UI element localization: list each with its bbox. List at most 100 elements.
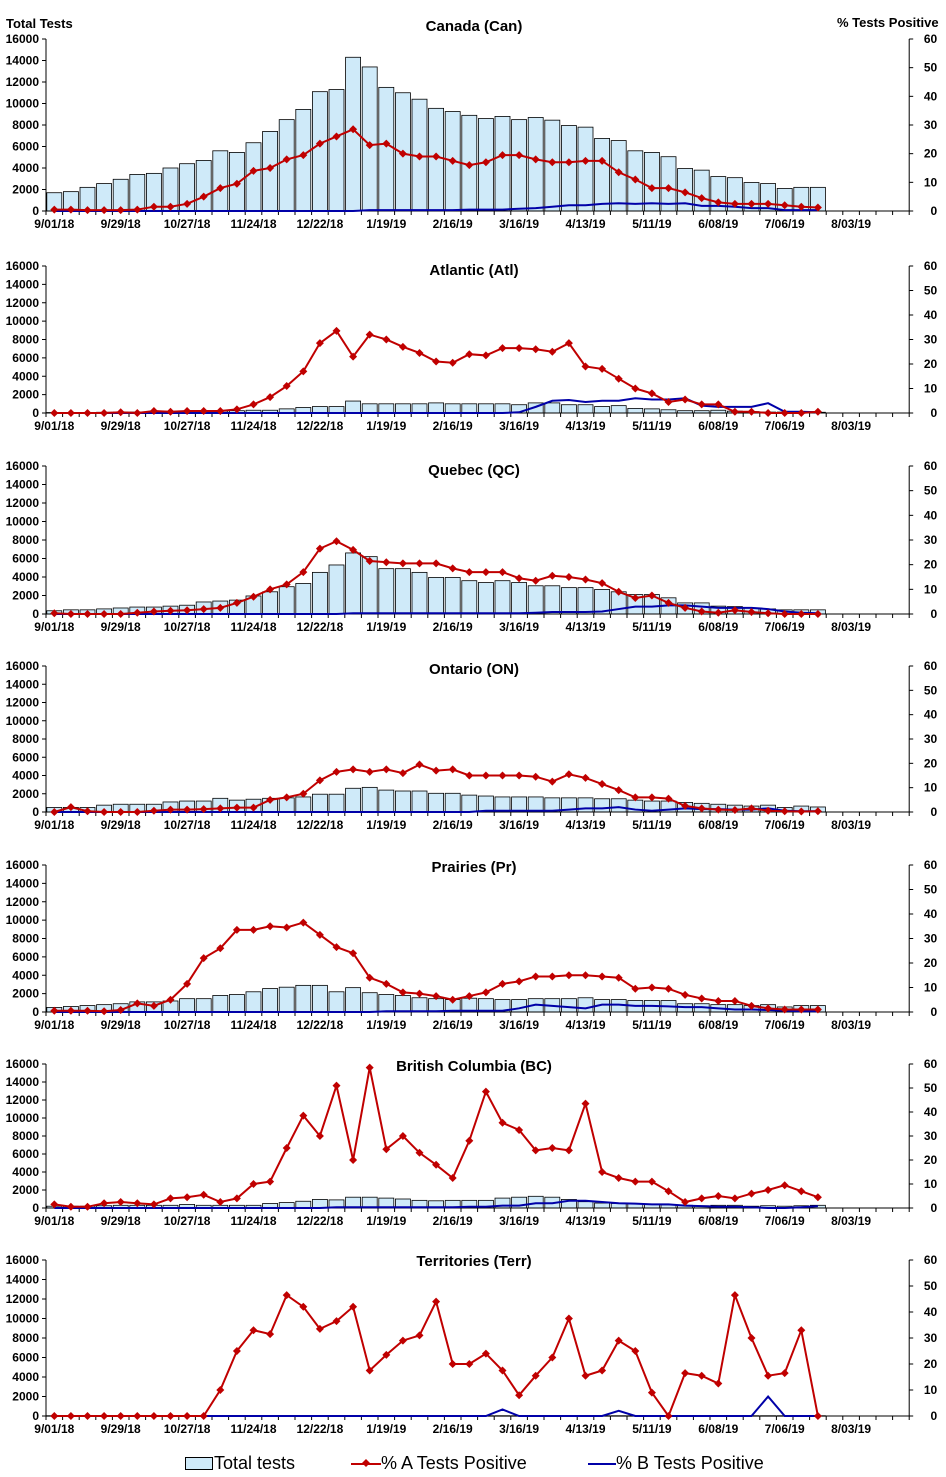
x-tick-label: 9/01/18 xyxy=(34,620,74,634)
y-right-tick-label: 40 xyxy=(924,308,938,322)
y-right-tick-label: 20 xyxy=(924,1357,938,1371)
pct-a-marker xyxy=(432,992,441,1001)
total-tests-bar xyxy=(245,991,262,1013)
pct-a-marker xyxy=(581,773,590,782)
pct-a-marker xyxy=(764,199,773,208)
pct-a-marker xyxy=(498,979,507,988)
pct-a-marker xyxy=(332,1081,341,1090)
x-tick-label: 5/11/19 xyxy=(632,1422,672,1436)
pct-a-marker xyxy=(697,1194,706,1203)
total-tests-bar xyxy=(428,792,445,813)
pct-a-marker xyxy=(382,139,391,148)
pct-a-marker xyxy=(747,1334,756,1342)
total-tests-bar xyxy=(544,402,561,414)
pct-a-marker xyxy=(282,923,291,932)
pct-a-marker xyxy=(266,1177,275,1186)
pct-a-marker xyxy=(564,339,573,348)
pct-a-marker xyxy=(365,330,374,339)
total-tests-bar xyxy=(627,408,644,414)
y-left-tick-label: 0 xyxy=(32,1409,39,1423)
x-tick-label: 12/22/18 xyxy=(297,818,344,832)
pct-a-marker xyxy=(266,393,275,402)
pct-a-marker xyxy=(349,1156,358,1164)
pct-a-marker xyxy=(448,995,457,1004)
x-tick-label: 6/08/19 xyxy=(698,620,738,634)
pct-a-marker xyxy=(100,409,109,417)
pct-a-marker xyxy=(598,1168,607,1176)
y-right-tick-label: 20 xyxy=(924,956,938,970)
x-tick-label: 10/27/18 xyxy=(164,1214,211,1228)
pct-a-marker xyxy=(349,1302,358,1311)
pct-a-marker xyxy=(166,995,175,1004)
pct-a-marker xyxy=(764,409,773,417)
y-right-tick-label: 60 xyxy=(924,459,938,473)
pct-a-marker xyxy=(564,971,573,980)
pct-a-marker xyxy=(216,1386,225,1394)
pct-a-marker xyxy=(315,1132,324,1140)
pct-a-marker xyxy=(66,803,75,812)
pct-a-marker xyxy=(764,1004,773,1013)
y-right-tick-label: 20 xyxy=(924,1153,938,1167)
total-tests-bar xyxy=(494,116,511,212)
total-tests-bar xyxy=(295,984,312,1013)
pct-a-marker xyxy=(232,1194,241,1203)
pct-a-marker xyxy=(780,201,789,210)
total-tests-bar xyxy=(577,126,594,212)
y-left-tick-label: 4000 xyxy=(12,968,39,982)
pct-a-marker xyxy=(432,152,441,161)
x-tick-label: 5/11/19 xyxy=(632,419,672,433)
pct-a-marker xyxy=(50,409,59,417)
x-tick-label: 11/24/18 xyxy=(230,1422,276,1436)
y-right-tick-label: 30 xyxy=(924,932,938,946)
y-right-tick-label: 50 xyxy=(924,683,938,697)
pct-a-marker xyxy=(83,409,92,417)
pct-a-marker xyxy=(647,1177,656,1186)
pct-a-marker xyxy=(365,767,374,776)
total-tests-bar xyxy=(311,91,328,212)
legend-a-label: % A Tests Positive xyxy=(381,1453,527,1473)
pct-a-marker xyxy=(149,202,158,211)
pct-a-marker xyxy=(681,188,690,197)
pct-a-marker xyxy=(647,591,656,600)
pct-a-marker xyxy=(415,989,424,998)
total-tests-bar xyxy=(544,585,561,615)
pct-a-marker xyxy=(730,1291,739,1300)
y-right-tick-label: 50 xyxy=(924,484,938,498)
pct-a-marker xyxy=(747,1001,756,1010)
y-left-tick-label: 6000 xyxy=(12,750,39,764)
pct-a-marker xyxy=(315,339,324,348)
y-left-tick-label: 12000 xyxy=(6,895,40,909)
pct-a-marker xyxy=(66,1412,75,1420)
pct-a-marker xyxy=(183,979,192,988)
x-tick-label: 4/13/19 xyxy=(565,217,605,231)
pct-a-marker xyxy=(66,1006,75,1015)
pct-a-marker xyxy=(780,807,789,816)
pct-a-marker xyxy=(780,610,789,618)
pct-a-line xyxy=(54,329,818,415)
y-right-tick-label: 20 xyxy=(924,357,938,371)
pct-a-marker xyxy=(282,580,291,589)
total-tests-bar xyxy=(610,798,627,813)
x-tick-label: 1/19/19 xyxy=(366,620,406,634)
pct-a-marker xyxy=(564,158,573,167)
pct-a-marker xyxy=(315,544,324,553)
y-right-tick-label: 40 xyxy=(924,1305,938,1319)
total-tests-bar xyxy=(411,790,428,813)
pct-a-marker xyxy=(100,1199,109,1208)
total-tests-bar xyxy=(594,1202,610,1209)
y-right-tick-label: 10 xyxy=(924,981,938,995)
total-tests-bar xyxy=(311,571,328,615)
total-tests-bar xyxy=(561,404,577,414)
pct-a-marker xyxy=(249,400,258,409)
x-tick-label: 7/06/19 xyxy=(765,818,805,832)
total-tests-bar xyxy=(295,1200,312,1209)
pct-a-marker xyxy=(166,805,175,814)
pct-a-marker xyxy=(564,1146,573,1155)
y-right-tick-label: 0 xyxy=(931,1409,938,1423)
y-right-tick-label: 50 xyxy=(924,883,938,897)
x-tick-label: 11/24/18 xyxy=(230,1214,276,1228)
panel-title: Prairies (Pr) xyxy=(431,859,516,876)
y-left-tick-label: 2000 xyxy=(12,1183,39,1197)
y-right-tick-label: 60 xyxy=(924,858,938,872)
pct-a-marker xyxy=(232,925,241,934)
